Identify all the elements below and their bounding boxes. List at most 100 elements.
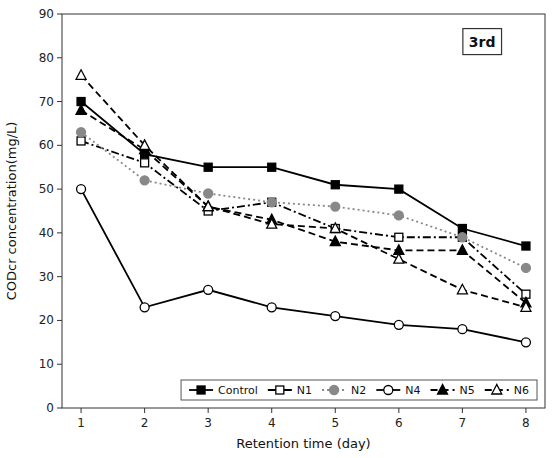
x-tick [81,408,82,413]
x-tick [271,408,272,413]
data-point [204,285,213,294]
x-tick-label: 1 [77,416,85,430]
y-tick-label: 0 [46,401,54,415]
legend-item: Control [189,384,258,397]
x-tick-label: 2 [141,416,149,430]
legend-label: N4 [405,384,420,397]
series-line [81,110,526,303]
legend-item: N1 [268,384,312,397]
data-point [77,137,85,145]
data-point [77,185,86,194]
y-tick-label: 10 [39,357,54,371]
plot-area [76,70,531,347]
data-point [76,105,86,115]
legend-box [181,380,537,400]
y-tick [57,57,62,58]
data-point [140,176,149,185]
series-line [81,75,526,307]
legend-label: N1 [297,384,312,397]
data-point [458,325,467,334]
x-tick [525,408,526,413]
y-tick [57,276,62,277]
data-point [203,201,213,211]
x-tick [398,408,399,413]
legend-marker [384,386,393,395]
data-point [268,163,276,171]
data-point [268,198,276,206]
annotation-text: 3rd [469,34,496,50]
legend-label: N6 [514,384,529,397]
y-tick-label: 50 [39,182,54,196]
y-axis-label: CODcr concentration(mg/L) [4,122,19,301]
y-tick [57,145,62,146]
annotation: 3rd [463,29,502,55]
y-tick [57,320,62,321]
y-tick-label: 80 [39,51,54,65]
data-point [141,159,149,167]
y-tick [57,101,62,102]
series [76,105,531,307]
x-tick-label: 3 [204,416,212,430]
data-point [204,163,212,171]
x-tick-label: 8 [522,416,530,430]
chart: 123456780102030405060708090Retention tim… [0,0,559,458]
data-point [458,225,466,233]
legend-item: N6 [485,384,529,397]
data-point [458,233,467,242]
x-tick-label: 4 [268,416,276,430]
data-point [331,202,340,211]
y-tick-label: 60 [39,138,54,152]
legend-marker [492,385,502,395]
x-tick [144,408,145,413]
x-tick-label: 5 [331,416,339,430]
data-point [394,320,403,329]
legend-item: N5 [431,384,475,397]
series [77,185,531,347]
legend-label: N5 [460,384,475,397]
data-point [77,128,86,137]
x-tick-label: 7 [459,416,467,430]
legend-label: N2 [351,384,366,397]
data-point [521,302,531,312]
legend: Control N1 N2 N4 N5 N6 [181,380,537,400]
legend-marker [438,385,448,395]
x-tick [335,408,336,413]
series [77,128,531,273]
data-point [395,185,403,193]
y-tick [57,14,62,15]
data-point [394,254,404,264]
data-point [204,189,213,198]
data-point [267,198,276,207]
data-point [331,312,340,321]
data-point [395,233,403,241]
series-line [81,132,526,268]
annotation-box [463,29,502,55]
x-tick [462,408,463,413]
data-point [140,140,150,150]
y-tick-label: 70 [39,95,54,109]
data-point [521,263,530,272]
data-point [330,223,340,233]
data-point [457,284,467,294]
data-point [267,219,277,229]
y-tick-label: 30 [39,270,54,284]
y-tick [57,364,62,365]
axes: 123456780102030405060708090 [39,7,530,430]
data-point [521,338,530,347]
series-line [81,141,526,294]
series [76,70,531,312]
data-point [458,233,466,241]
legend-marker [276,386,284,394]
series-line [81,189,526,342]
y-tick-label: 40 [39,226,54,240]
data-point [522,242,530,250]
legend-marker [197,386,205,394]
x-tick [208,408,209,413]
data-point [457,245,467,255]
data-point [76,70,86,80]
plot-frame [62,14,545,408]
legend-marker [330,386,339,395]
data-point [267,303,276,312]
x-tick-label: 6 [395,416,403,430]
series-line [81,102,526,246]
